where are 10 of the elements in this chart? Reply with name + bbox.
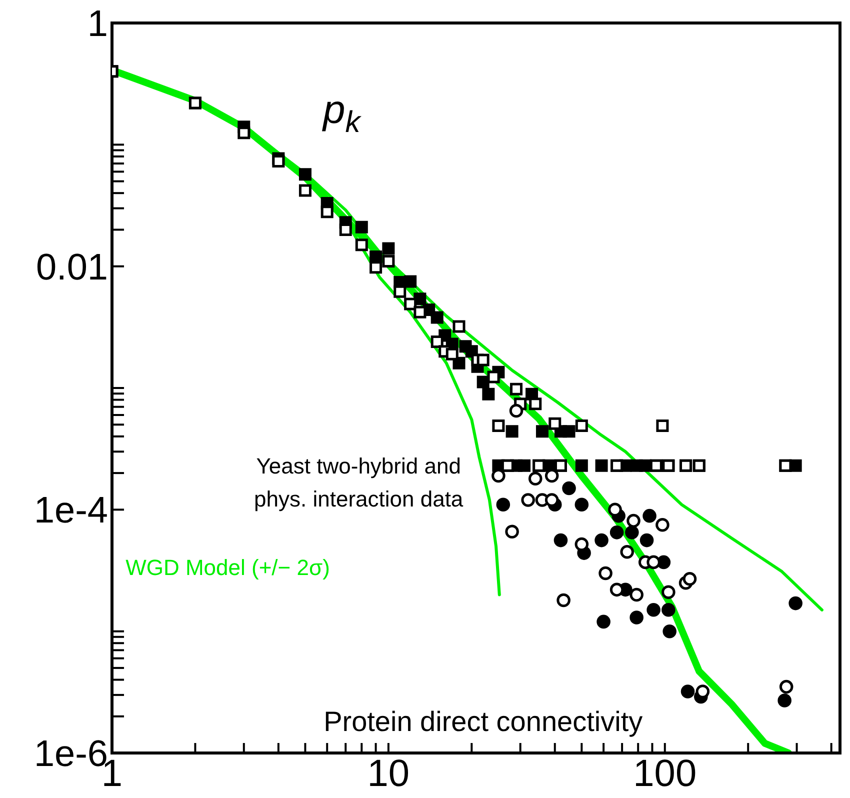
- x-tick-label: 10: [367, 753, 410, 795]
- y-axis-title: p$_{k}$: [322, 88, 362, 140]
- annotation: phys. interaction data: [254, 486, 464, 512]
- annotation: Yeast two-hybrid and: [256, 453, 461, 478]
- y-tick-label: 0.01: [36, 246, 108, 288]
- y-tick-label: 1: [87, 3, 108, 44]
- x-axis-title: Protein direct connectivity: [324, 706, 643, 737]
- x-tick-label: 100: [633, 753, 697, 795]
- text: WGD Model (+/− 2σ): [126, 555, 330, 580]
- y-tick-label: 1e-4: [34, 490, 108, 531]
